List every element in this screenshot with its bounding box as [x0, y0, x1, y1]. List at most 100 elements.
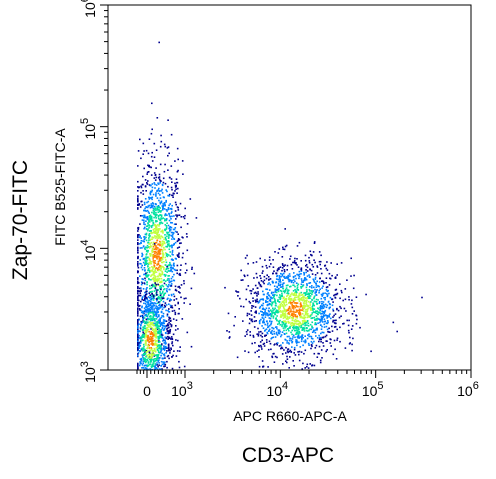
event-point — [157, 347, 160, 349]
event-point — [293, 298, 295, 300]
event-point — [328, 284, 331, 286]
event-point — [319, 318, 321, 321]
event-point — [153, 255, 156, 257]
event-point — [154, 358, 157, 360]
event-point — [297, 332, 299, 334]
event-point — [165, 290, 168, 292]
event-point — [146, 336, 149, 339]
event-point — [276, 319, 278, 322]
event-point — [280, 344, 282, 346]
event-point — [330, 317, 332, 320]
event-point — [324, 298, 326, 301]
event-point — [174, 184, 177, 187]
event-point — [277, 300, 279, 302]
event-point — [149, 356, 152, 359]
event-point — [150, 226, 153, 228]
event-point — [148, 303, 150, 305]
event-point — [169, 328, 172, 331]
event-point — [242, 305, 245, 308]
event-point — [288, 273, 291, 275]
event-point — [261, 332, 264, 335]
event-point — [370, 350, 372, 353]
event-point — [169, 317, 172, 319]
event-point — [326, 295, 329, 298]
event-point — [145, 263, 148, 265]
event-point — [334, 293, 336, 296]
event-point — [266, 314, 268, 316]
event-point — [305, 303, 308, 306]
event-point — [165, 226, 168, 229]
event-point — [295, 339, 297, 341]
event-point — [268, 302, 271, 305]
event-point — [149, 225, 151, 227]
event-point — [228, 331, 231, 333]
event-point — [141, 364, 144, 366]
event-point — [265, 312, 267, 314]
event-point — [166, 325, 168, 327]
event-point — [158, 319, 160, 321]
event-point — [157, 335, 159, 338]
event-point — [310, 269, 313, 272]
event-point — [177, 238, 180, 240]
event-point — [153, 297, 155, 299]
event-point — [147, 228, 149, 230]
event-point — [154, 251, 157, 253]
event-point — [333, 339, 336, 342]
event-point — [311, 299, 313, 301]
event-point — [164, 280, 167, 282]
event-point — [176, 231, 178, 233]
event-point — [167, 347, 170, 350]
event-point — [282, 305, 284, 308]
event-point — [161, 334, 164, 336]
event-point — [162, 297, 165, 300]
event-point — [355, 296, 358, 298]
event-point — [285, 329, 288, 332]
event-point — [155, 214, 157, 216]
event-point — [155, 347, 158, 349]
event-point — [185, 297, 187, 300]
event-point — [167, 237, 170, 239]
event-point — [142, 258, 145, 261]
event-point — [321, 357, 323, 359]
event-point — [271, 320, 273, 323]
event-point — [159, 303, 161, 306]
event-point — [304, 367, 306, 369]
event-point — [180, 216, 183, 218]
event-point — [173, 243, 175, 245]
event-point — [333, 319, 336, 322]
event-point — [297, 330, 299, 332]
event-point — [167, 146, 170, 148]
event-point — [318, 334, 320, 337]
event-point — [163, 342, 166, 344]
event-point — [296, 288, 298, 290]
event-point — [246, 329, 249, 331]
event-point — [171, 251, 174, 253]
event-point — [268, 307, 270, 309]
event-point — [141, 297, 143, 299]
event-point — [168, 215, 171, 217]
event-point — [163, 304, 166, 307]
event-point — [137, 150, 140, 152]
event-point — [165, 199, 167, 202]
event-point — [313, 281, 316, 283]
event-point — [186, 249, 189, 252]
event-point — [144, 233, 147, 236]
event-point — [307, 315, 309, 317]
event-point — [153, 216, 155, 219]
event-point — [147, 318, 149, 321]
event-point — [302, 307, 305, 309]
event-point — [157, 260, 160, 263]
event-point — [179, 287, 181, 289]
event-point — [146, 244, 149, 247]
event-point — [284, 298, 287, 300]
event-point — [153, 314, 156, 317]
event-point — [171, 276, 174, 278]
event-point — [180, 284, 183, 286]
event-point — [153, 235, 156, 237]
event-point — [146, 173, 148, 175]
event-point — [253, 320, 256, 323]
event-point — [311, 345, 313, 348]
event-point — [311, 331, 314, 333]
event-point — [144, 352, 147, 354]
event-point — [137, 291, 139, 293]
